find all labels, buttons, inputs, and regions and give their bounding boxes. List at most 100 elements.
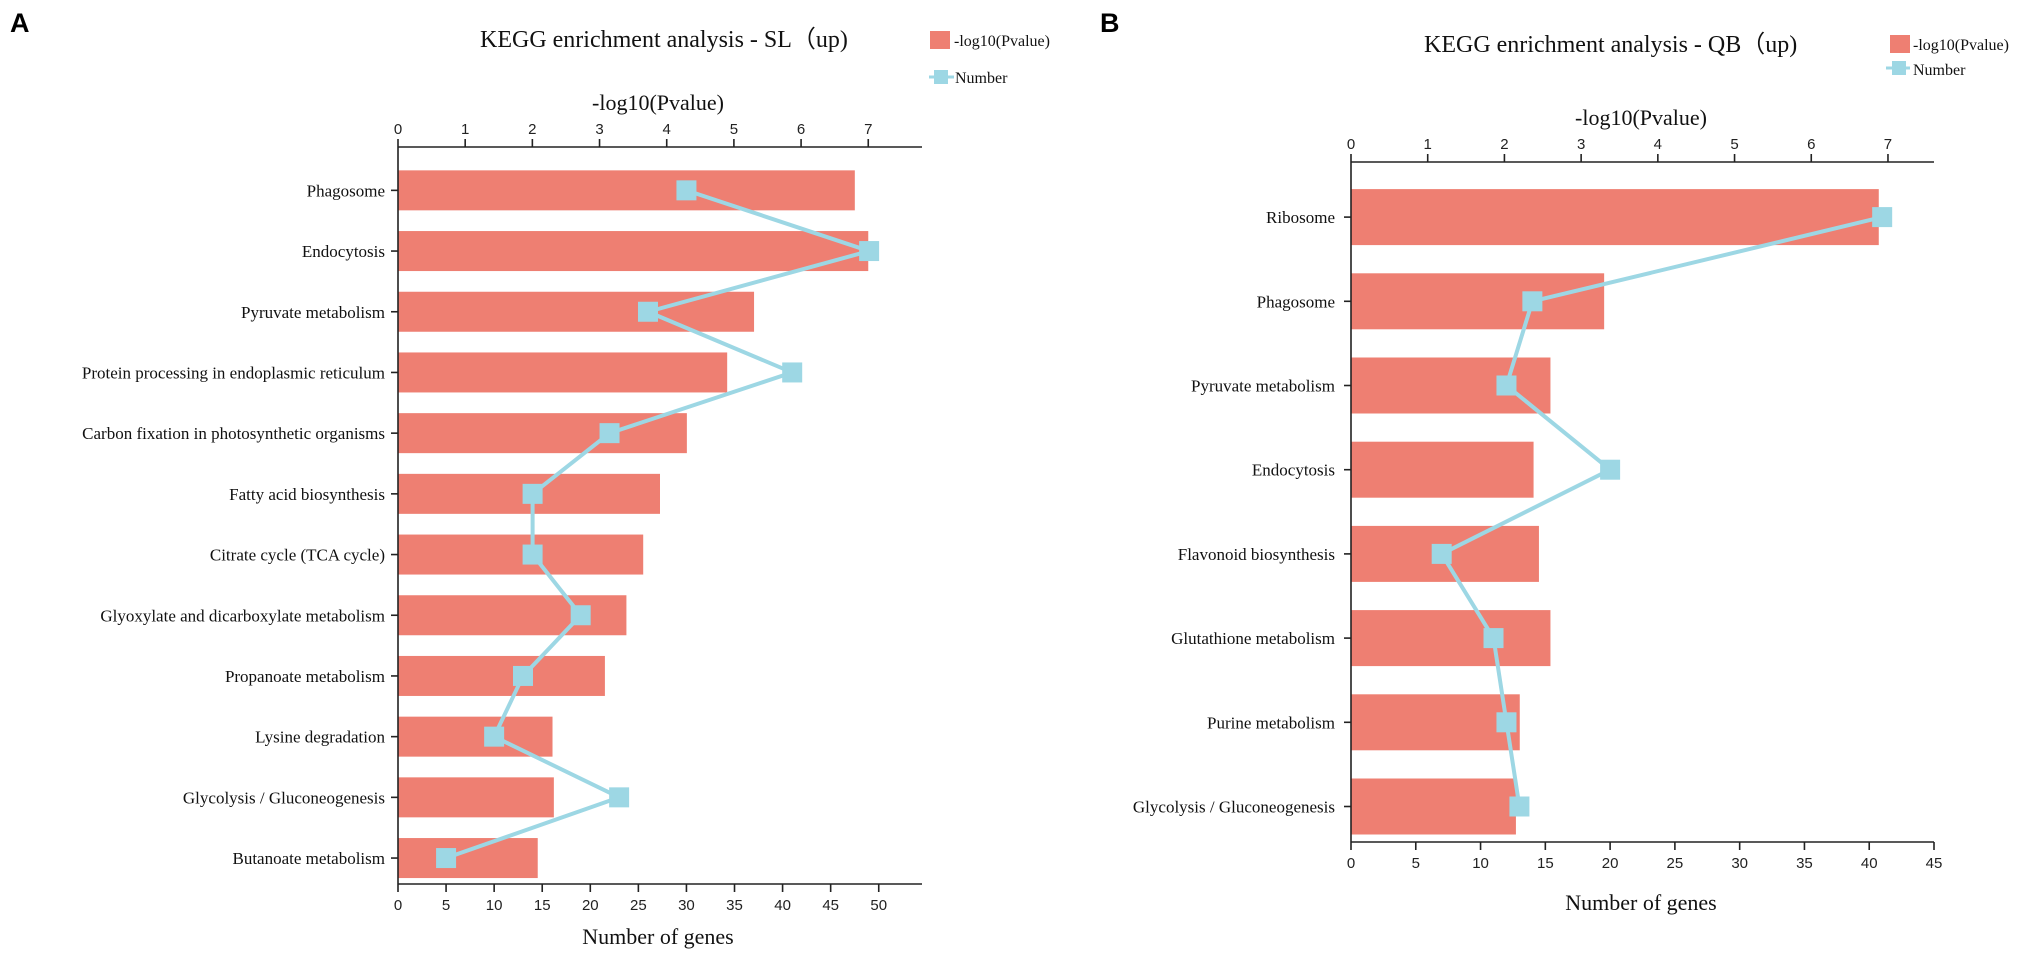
number-marker-7 bbox=[522, 544, 543, 565]
bar-7 bbox=[398, 534, 644, 575]
bar-12 bbox=[398, 838, 538, 879]
bottom-tick-label: 0 bbox=[1347, 855, 1355, 872]
bottom-tick-label: 40 bbox=[774, 897, 791, 914]
panel-a-top-axis-label: -log10(Pvalue) bbox=[592, 90, 724, 115]
top-tick-label: 5 bbox=[1730, 136, 1738, 153]
bar-8 bbox=[398, 595, 627, 636]
bottom-tick-label: 45 bbox=[1926, 855, 1943, 872]
number-marker-8 bbox=[1509, 796, 1530, 817]
top-tick-label: 1 bbox=[1424, 136, 1432, 153]
number-marker-6 bbox=[522, 483, 543, 504]
number-marker-7 bbox=[1496, 712, 1517, 733]
bar-1 bbox=[1351, 189, 1879, 246]
bar-8 bbox=[1351, 778, 1516, 835]
number-marker-3 bbox=[637, 301, 658, 322]
panel-a-title: KEGG enrichment analysis - SL（up) bbox=[480, 27, 848, 53]
bottom-tick-label: 25 bbox=[1667, 855, 1684, 872]
category-label: Phagosome bbox=[307, 181, 385, 200]
top-tick-label: 7 bbox=[864, 121, 872, 138]
bar-10 bbox=[398, 716, 553, 757]
number-series-line bbox=[445, 188, 872, 860]
bar-2 bbox=[1351, 273, 1605, 330]
category-label: Glycolysis / Gluconeogenesis bbox=[1133, 798, 1335, 817]
number-marker-4 bbox=[782, 362, 803, 383]
top-tick-label: 0 bbox=[1347, 136, 1355, 153]
number-marker-8 bbox=[570, 605, 591, 626]
top-tick-label: 7 bbox=[1884, 136, 1892, 153]
panel-a-plot: 0 1 2 3 4 5 6 70 5 10 15 20 25 30 35 40 45 50PhagosomeEnd… bbox=[82, 121, 922, 914]
number-marker-9 bbox=[512, 665, 533, 686]
category-label: Glutathione metabolism bbox=[1171, 629, 1335, 648]
top-tick-label: 2 bbox=[1500, 136, 1508, 153]
panel-b-legend: -log10(Pvalue) Number bbox=[1886, 35, 2009, 79]
legend-swatch-pvalue bbox=[1890, 35, 1910, 53]
number-marker-10 bbox=[484, 726, 505, 747]
category-label: Pyruvate metabolism bbox=[241, 303, 385, 322]
category-label: Endocytosis bbox=[302, 242, 385, 261]
legend-label-number: Number bbox=[955, 70, 1008, 87]
top-tick-label: 6 bbox=[797, 121, 805, 138]
top-tick-label: 6 bbox=[1807, 136, 1815, 153]
bottom-tick-label: 35 bbox=[1796, 855, 1813, 872]
bar-5 bbox=[398, 413, 687, 454]
category-label: Propanoate metabolism bbox=[225, 667, 385, 686]
top-tick-label: 4 bbox=[1654, 136, 1662, 153]
top-tick-label: 0 bbox=[394, 121, 402, 138]
legend-marker-number bbox=[1892, 61, 1906, 75]
bar-4 bbox=[398, 352, 728, 393]
bottom-tick-label: 10 bbox=[486, 897, 503, 914]
bottom-tick-label: 45 bbox=[822, 897, 839, 914]
panel-letter-b: B bbox=[1100, 8, 1120, 38]
bottom-tick-label: 5 bbox=[442, 897, 450, 914]
legend-marker-number bbox=[934, 70, 948, 84]
category-label: Glyoxylate and dicarboxylate metabolism bbox=[100, 606, 385, 625]
number-marker-11 bbox=[609, 787, 630, 808]
bar-2 bbox=[398, 231, 869, 272]
number-marker-4 bbox=[1600, 459, 1621, 480]
panel-a-bottom-axis-label: Number of genes bbox=[582, 924, 734, 949]
number-marker-1 bbox=[676, 180, 697, 201]
category-label: Pyruvate metabolism bbox=[1191, 377, 1335, 396]
top-tick-label: 3 bbox=[595, 121, 603, 138]
top-tick-label: 2 bbox=[528, 121, 536, 138]
panel-b-top-axis-label: -log10(Pvalue) bbox=[1575, 105, 1707, 130]
category-label: Ribosome bbox=[1266, 208, 1335, 227]
number-series-line bbox=[1439, 215, 1883, 807]
top-tick-label: 4 bbox=[663, 121, 671, 138]
category-label: Citrate cycle (TCA cycle) bbox=[210, 546, 385, 565]
category-label: Fatty acid biosynthesis bbox=[229, 485, 385, 504]
category-label: Flavonoid biosynthesis bbox=[1178, 545, 1335, 564]
top-tick-label: 5 bbox=[730, 121, 738, 138]
category-label: Purine metabolism bbox=[1207, 713, 1335, 732]
number-marker-6 bbox=[1483, 628, 1504, 649]
number-marker-3 bbox=[1496, 375, 1517, 396]
bar-6 bbox=[1351, 610, 1551, 667]
bottom-tick-label: 30 bbox=[1731, 855, 1748, 872]
bottom-tick-label: 0 bbox=[394, 897, 402, 914]
panel-b-title: KEGG enrichment analysis - QB（up) bbox=[1424, 32, 1797, 58]
category-label: Endocytosis bbox=[1252, 461, 1335, 480]
bar-1 bbox=[398, 170, 855, 211]
bottom-tick-label: 15 bbox=[1537, 855, 1554, 872]
number-marker-2 bbox=[1522, 291, 1543, 312]
bottom-tick-label: 30 bbox=[678, 897, 695, 914]
panel-letter-a: A bbox=[10, 8, 30, 38]
number-marker-12 bbox=[436, 848, 457, 869]
bottom-tick-label: 40 bbox=[1861, 855, 1878, 872]
legend-label-number: Number bbox=[1913, 62, 1966, 79]
category-label: Phagosome bbox=[1257, 292, 1335, 311]
panel-b-plot: 0 1 2 3 4 5 6 70 5 10 15 20 25 30 35 40 45RibosomePhagos… bbox=[1133, 136, 1942, 872]
top-tick-label: 1 bbox=[461, 121, 469, 138]
panel-a-legend: -log10(Pvalue) Number bbox=[929, 31, 1050, 87]
bottom-tick-label: 5 bbox=[1412, 855, 1420, 872]
number-marker-2 bbox=[859, 241, 880, 262]
category-label: Lysine degradation bbox=[255, 728, 385, 747]
legend-swatch-pvalue bbox=[930, 31, 950, 49]
bottom-tick-label: 10 bbox=[1472, 855, 1489, 872]
top-tick-label: 3 bbox=[1577, 136, 1585, 153]
legend-label-pvalue: -log10(Pvalue) bbox=[954, 33, 1050, 50]
bottom-tick-label: 50 bbox=[870, 897, 887, 914]
bar-9 bbox=[398, 655, 605, 696]
bottom-tick-label: 20 bbox=[582, 897, 599, 914]
